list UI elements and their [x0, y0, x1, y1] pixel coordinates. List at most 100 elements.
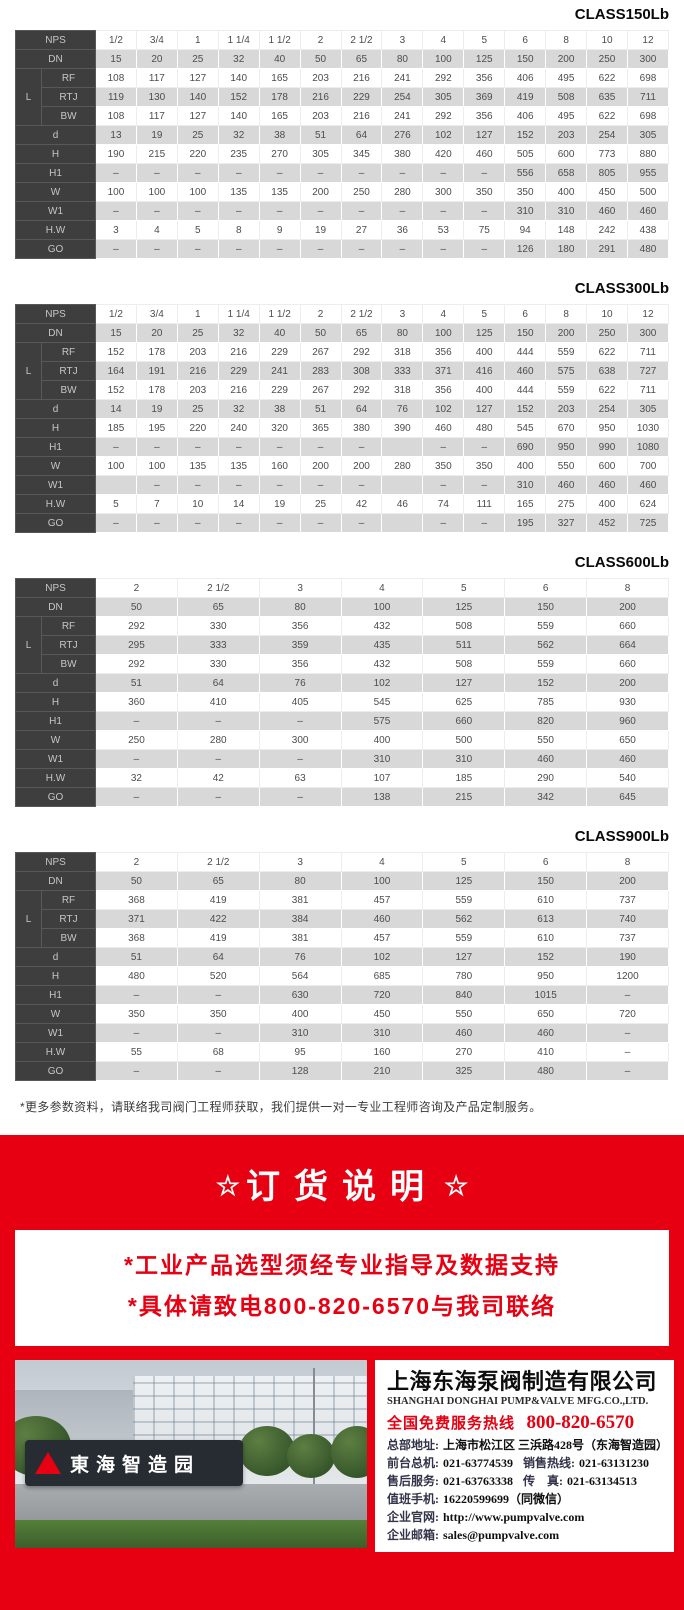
table-cell: 152 — [95, 380, 137, 400]
table-cell: 460 — [422, 418, 465, 438]
row-label: BW — [41, 928, 96, 948]
table-cell: 785 — [504, 692, 588, 712]
table-cell: 200 — [586, 673, 669, 693]
table-cell: – — [176, 163, 219, 183]
table-cell: 457 — [340, 890, 424, 910]
table-cell: 955 — [626, 163, 670, 183]
table-cell: 160 — [340, 1042, 424, 1062]
contact-value: 021-63134513 — [567, 1474, 637, 1488]
table-cell: 8 — [217, 220, 260, 240]
table-cell: – — [176, 749, 260, 769]
star-icon: ☆ — [215, 1171, 240, 1201]
table-cell: 550 — [545, 456, 588, 476]
table-cell: 40 — [258, 323, 301, 343]
company-name-en: SHANGHAI DONGHAI PUMP&VALVE MFG.CO.,LTD. — [387, 1396, 649, 1407]
row-label: RTJ — [41, 909, 96, 929]
table-cell: – — [95, 1023, 178, 1043]
table-cell: – — [176, 985, 260, 1005]
notice-line-2: *具体请致电800-820-6570与我司联络 — [127, 1293, 557, 1319]
table-cell: 622 — [586, 106, 628, 126]
table-cell: 550 — [504, 730, 588, 750]
table-cell: 3/4 — [135, 30, 178, 50]
table-cell: 562 — [504, 635, 588, 655]
table-title-class300: CLASS300Lb — [574, 280, 669, 297]
table-cell: – — [95, 1061, 178, 1081]
table-cell: 460 — [626, 201, 670, 221]
table-cell: 1 — [176, 304, 219, 324]
table-cell: – — [217, 163, 260, 183]
table-cell: 575 — [545, 361, 588, 381]
table-cell: 229 — [258, 342, 301, 362]
table-cell: 107 — [340, 768, 424, 788]
table-cell: – — [258, 475, 301, 495]
table-cell: 295 — [95, 635, 178, 655]
table-cell: 2 — [95, 852, 178, 872]
col-header-nps: NPS — [15, 30, 96, 50]
table-cell: – — [586, 1061, 669, 1081]
table-cell: 432 — [340, 616, 424, 636]
table-cell: 410 — [504, 1042, 588, 1062]
contact-link[interactable]: sales@pumpvalve.com — [443, 1528, 560, 1542]
row-label: H1 — [15, 163, 96, 183]
table-cell: 100 — [135, 456, 178, 476]
table-cell: 102 — [340, 673, 424, 693]
contact-link[interactable]: http://www.pumpvalve.com — [443, 1510, 585, 1524]
table-cell: 300 — [626, 323, 670, 343]
table-cell: 185 — [95, 418, 137, 438]
table-cell: 318 — [381, 342, 424, 362]
table-cell: 2 — [95, 578, 178, 598]
table-cell: 65 — [176, 871, 260, 891]
table-cell: 368 — [95, 928, 178, 948]
table-cell: 203 — [299, 68, 342, 88]
table-cell: 220 — [176, 418, 219, 438]
row-label: d — [15, 125, 96, 145]
table-cell: 38 — [258, 125, 301, 145]
table-cell: 3 — [381, 304, 424, 324]
photo-flagpole — [313, 1368, 315, 1486]
table-row: DN 50 65 80 100 125 150 200 — [15, 597, 669, 617]
table-cell: 148 — [545, 220, 588, 240]
table-cell: 152 — [95, 342, 137, 362]
table-cell: – — [299, 513, 342, 533]
table-cell: 95 — [258, 1042, 342, 1062]
table-cell: 216 — [299, 87, 342, 107]
table-cell: 840 — [422, 985, 506, 1005]
table-cell: – — [422, 513, 465, 533]
table-row: L RF 108 117 127 140 165 203 216 241 292 356 406 495 6… — [15, 68, 670, 126]
table-cell: – — [586, 985, 669, 1005]
table-cell: 200 — [586, 871, 669, 891]
table-cell: – — [422, 239, 465, 259]
table-cell: 422 — [176, 909, 260, 929]
table-cell: 2 1/2 — [176, 852, 260, 872]
dimension-table: NPS 1/2 3/4 1 1 1/4 1 1/2 2 2 1/2 3 4 5 6 8 10 12 DN 15 2… — [15, 30, 670, 259]
company-footer: 東海智造园 上海东海泵阀制造有限公司 SHANGHAI DONGHAI PUMP… — [15, 1360, 675, 1552]
table-cell: 240 — [217, 418, 260, 438]
table-cell: – — [135, 437, 178, 457]
table-cell: – — [381, 239, 424, 259]
table-cell: 64 — [176, 673, 260, 693]
table-row: H.W 32 42 63 107 185 290 540 — [15, 768, 669, 788]
table-cell: 126 — [504, 239, 547, 259]
row-label: W1 — [15, 201, 96, 221]
table-row: DN 15 20 25 32 40 50 65 80 100 125 150 200 250 300 — [15, 49, 670, 69]
table-cell: 203 — [545, 399, 588, 419]
table-row: NPS 2 2 1/2 3 4 5 6 8 — [15, 852, 669, 872]
dimension-table: NPS 1/2 3/4 1 1 1/4 1 1/2 2 2 1/2 3 4 5 6 8 10 12 DN 15 2… — [15, 304, 670, 533]
table-cell: 210 — [340, 1061, 424, 1081]
table-cell: 292 — [95, 654, 178, 674]
table-cell: 638 — [586, 361, 628, 381]
row-label: DN — [15, 871, 96, 891]
table-cell: 400 — [504, 456, 547, 476]
table-cell: 32 — [217, 323, 260, 343]
table-cell: 300 — [258, 730, 342, 750]
table-row: GO – – – – – – – – –195 327 452 725 — [15, 513, 670, 533]
table-cell: 356 — [422, 380, 465, 400]
table-row: L RF 292 330 356 432 508 559 660 — [15, 616, 669, 674]
table-cell: 12 — [626, 30, 670, 50]
table-cell: 4 — [340, 578, 424, 598]
table-cell: 505 — [504, 144, 547, 164]
table-cell: 51 — [95, 673, 178, 693]
table-cell: 508 — [422, 616, 506, 636]
table-cell: 102 — [422, 399, 465, 419]
table-row: GO – – –138 215 342 645 — [15, 787, 669, 807]
